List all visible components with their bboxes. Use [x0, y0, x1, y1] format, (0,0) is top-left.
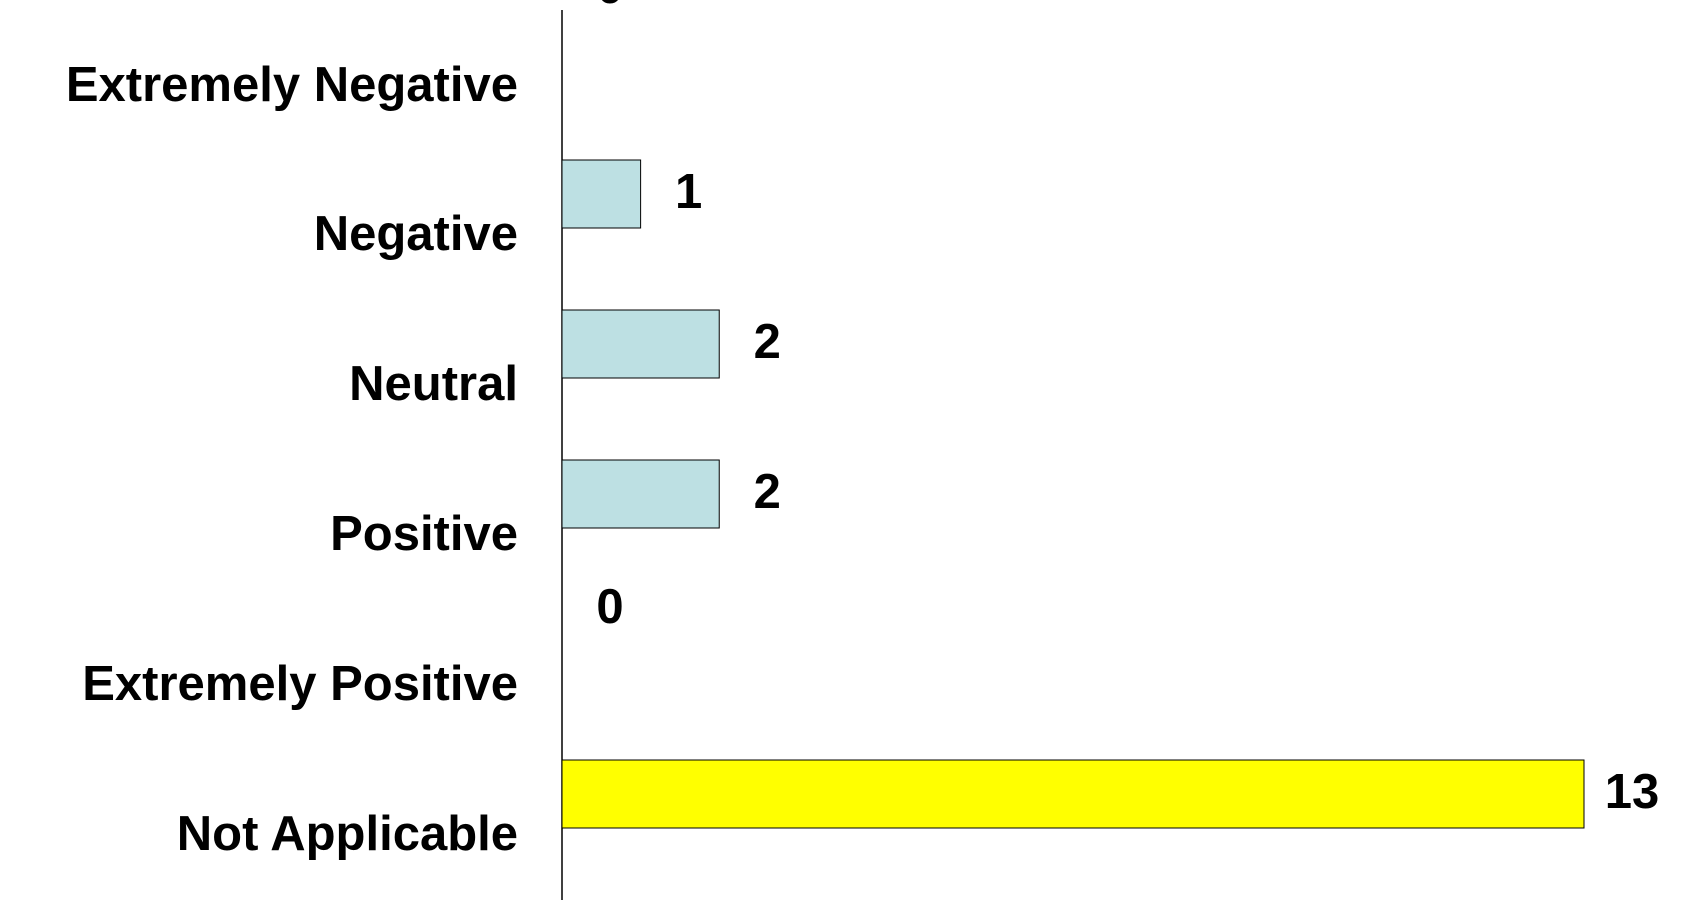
bar-not-applicable [561, 759, 1585, 829]
value-label-not-applicable: 13 [1605, 765, 1660, 819]
category-label-extremely-positive: Extremely Positive [82, 657, 518, 711]
bar-negative [561, 159, 642, 229]
value-label-neutral: 2 [754, 315, 781, 369]
value-label-extremely-negative: 0 [596, 0, 623, 14]
category-label-neutral: Neutral [349, 357, 518, 411]
bar-positive [561, 459, 720, 529]
value-label-extremely-positive: 0 [596, 580, 623, 634]
category-label-not-applicable: Not Applicable [177, 807, 518, 861]
category-label-positive: Positive [330, 507, 518, 561]
category-label-negative: Negative [314, 207, 518, 261]
value-label-positive: 2 [754, 465, 781, 519]
category-label-extremely-negative: Extremely Negative [66, 58, 518, 112]
value-label-negative: 1 [675, 165, 702, 219]
bar-neutral [561, 309, 720, 379]
